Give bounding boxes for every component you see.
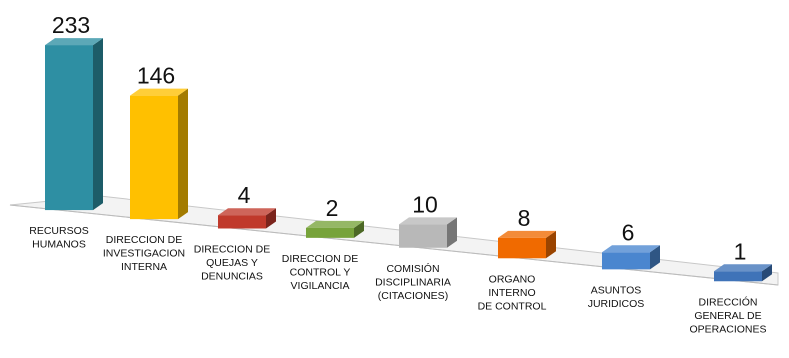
bar-front [714,271,762,282]
category-label-line: INVESTIGACION [103,248,185,260]
bar-4 [306,220,364,238]
bar-front [218,215,266,229]
category-label-line: DIRECCIÓN [699,295,758,308]
bar-top [130,88,188,96]
bar-side [93,38,103,211]
category-labels-group: RECURSOS HUMANOS DIRECCION DE INVESTIGACION… [29,225,766,335]
bar-top [45,38,103,46]
category-label-line: COMISIÓN [386,262,439,275]
bars-group [45,38,772,282]
value-label: 10 [412,191,438,217]
category-label-7: ASUNTOS JURIDICOS [588,284,645,310]
bar-front [306,227,354,238]
category-label-line: DIRECCION DE [194,243,270,255]
category-label-1: RECURSOS HUMANOS [29,225,89,251]
category-label-line: INTERNO [488,287,535,299]
bar-top [714,264,772,272]
category-label-line: DENUNCIAS [201,270,263,282]
value-label: 233 [52,12,90,38]
bar-8 [714,264,772,282]
category-label-line: JURIDICOS [588,298,645,310]
bar-front [45,45,93,211]
bar-6 [498,230,556,259]
bar-front [399,224,447,248]
bar-2 [130,88,188,220]
category-label-line: OPERACIONES [689,323,766,335]
bar-1 [45,38,103,211]
category-label-line: ASUNTOS [591,284,642,296]
bar-7 [602,245,660,270]
category-label-line: (CITACIONES) [378,290,448,302]
category-label-line: DISCIPLINARIA [375,276,451,288]
value-label: 4 [238,182,251,208]
bar-top [602,245,660,253]
bar-top [218,208,276,216]
bar-side [762,264,772,282]
bar-front [602,252,650,270]
value-label: 146 [137,63,175,89]
category-label-line: CONTROL Y [290,266,351,278]
category-label-line: DIRECCION DE [106,234,182,246]
bar-side [354,220,364,238]
bar-side [178,88,188,220]
value-label: 6 [622,219,635,245]
category-label-line: HUMANOS [32,239,86,251]
bar-top [399,217,457,225]
bar-front [498,237,546,259]
category-label-line: ORGANO [489,273,536,285]
bar-top [306,220,364,228]
value-label: 8 [518,205,531,231]
bar-5 [399,217,457,248]
category-label-line: DE CONTROL [478,300,547,312]
bar-side [266,208,276,229]
category-label-line: GENERAL DE [694,310,761,322]
bar-3 [218,208,276,229]
bar-top [498,230,556,238]
category-label-line: INTERNA [121,261,167,273]
category-label-line: QUEJAS Y [206,257,258,269]
category-label-line: RECURSOS [29,225,89,237]
category-label-line: VIGILANCIA [291,280,350,292]
value-label: 1 [734,238,747,264]
bar-side [546,230,556,259]
bar-side [650,245,660,270]
bar-front [130,95,178,220]
value-label: 2 [326,195,339,221]
category-label-line: DIRECCION DE [282,253,358,265]
value-labels-group: 233 146 4 2 10 8 6 1 [52,12,747,264]
bar-side [447,217,457,248]
